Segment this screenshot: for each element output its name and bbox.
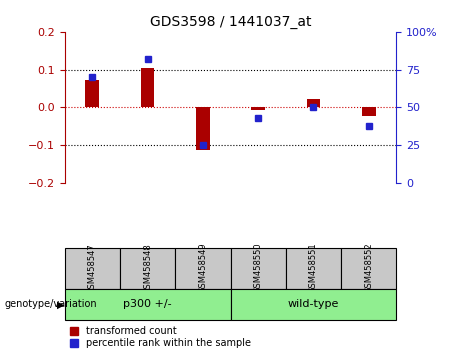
Bar <box>251 108 265 110</box>
FancyBboxPatch shape <box>286 248 341 289</box>
Text: wild-type: wild-type <box>288 299 339 309</box>
Bar <box>85 80 99 108</box>
FancyBboxPatch shape <box>120 248 175 289</box>
FancyBboxPatch shape <box>65 248 120 289</box>
Text: genotype/variation: genotype/variation <box>5 299 97 309</box>
FancyBboxPatch shape <box>175 248 230 289</box>
Text: GSM458550: GSM458550 <box>254 243 263 293</box>
FancyBboxPatch shape <box>65 289 230 320</box>
Text: GSM458549: GSM458549 <box>198 243 207 293</box>
Title: GDS3598 / 1441037_at: GDS3598 / 1441037_at <box>150 16 311 29</box>
Bar <box>362 108 376 116</box>
Legend: transformed count, percentile rank within the sample: transformed count, percentile rank withi… <box>70 325 252 349</box>
FancyBboxPatch shape <box>341 248 396 289</box>
Text: GSM458552: GSM458552 <box>364 243 373 293</box>
Text: ▶: ▶ <box>57 299 65 309</box>
Text: p300 +/-: p300 +/- <box>123 299 172 309</box>
Bar <box>196 108 210 150</box>
FancyBboxPatch shape <box>230 248 286 289</box>
Text: GSM458547: GSM458547 <box>88 243 97 293</box>
Text: GSM458551: GSM458551 <box>309 243 318 293</box>
Bar <box>307 99 320 108</box>
FancyBboxPatch shape <box>230 289 396 320</box>
Bar <box>141 68 154 108</box>
Text: GSM458548: GSM458548 <box>143 243 152 293</box>
